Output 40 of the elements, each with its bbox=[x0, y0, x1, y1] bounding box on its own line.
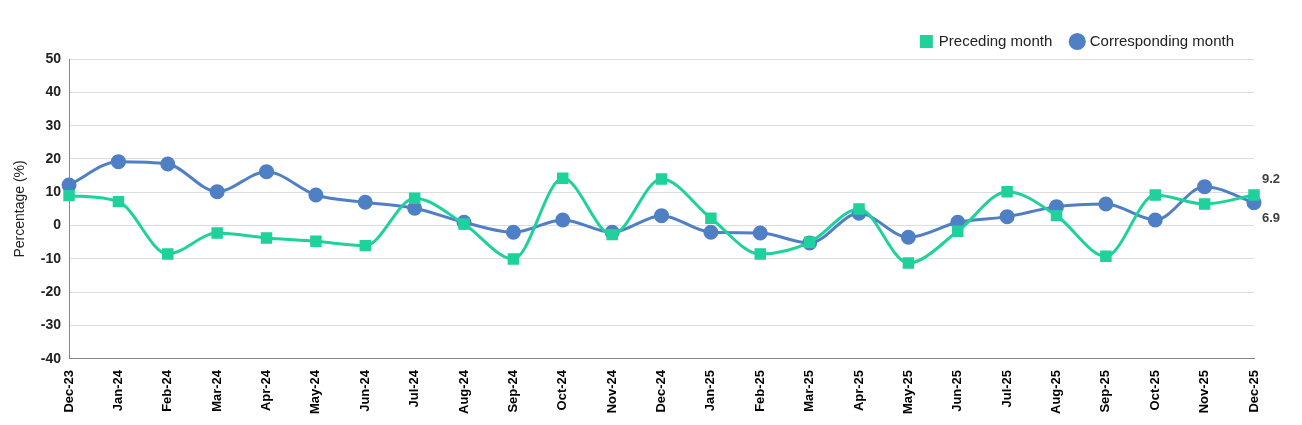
x-tick-label: Aug-24 bbox=[455, 369, 471, 414]
x-tick-label: May-24 bbox=[307, 369, 323, 414]
y-tick-label: -10 bbox=[40, 249, 62, 266]
x-tick-label: Mar-25 bbox=[801, 369, 817, 412]
x-tick-label: Sep-25 bbox=[1097, 369, 1113, 413]
x-tick-label: Sep-24 bbox=[504, 369, 520, 413]
x-tick-label: Jul-24 bbox=[406, 369, 422, 408]
x-tick-label: Nov-25 bbox=[1196, 369, 1212, 414]
y-tick-label: 50 bbox=[45, 49, 62, 66]
x-tick-label: Feb-25 bbox=[751, 369, 767, 412]
x-tick-label: Dec-24 bbox=[653, 369, 669, 413]
x-tick-label: Nov-24 bbox=[603, 369, 619, 414]
x-tick-label: Aug-25 bbox=[1048, 369, 1064, 414]
x-tick-label: Oct-24 bbox=[554, 369, 570, 411]
x-tick-label: Dec-25 bbox=[1245, 369, 1261, 413]
y-tick-label: -40 bbox=[40, 349, 62, 366]
x-tick-label: Apr-24 bbox=[258, 369, 274, 412]
x-tick-label: Oct-25 bbox=[1146, 369, 1162, 411]
legend-label: Corresponding month bbox=[1089, 31, 1235, 49]
data-label: 9.2 bbox=[1262, 170, 1281, 186]
x-tick-label: Feb-24 bbox=[159, 369, 175, 412]
x-tick-label: Jun-24 bbox=[356, 369, 372, 412]
y-tick-label: -30 bbox=[40, 316, 62, 333]
x-tick-label: May-25 bbox=[899, 369, 915, 414]
x-tick-label: Jan-25 bbox=[702, 369, 718, 412]
y-tick-label: 0 bbox=[53, 216, 62, 233]
x-tick-label: Jul-25 bbox=[998, 369, 1014, 408]
x-tick-label: Jun-25 bbox=[949, 369, 965, 412]
y-tick-label: 20 bbox=[45, 149, 62, 166]
x-tick-label: Mar-24 bbox=[208, 369, 224, 412]
data-label: 6.9 bbox=[1262, 210, 1281, 226]
y-tick-label: 40 bbox=[45, 83, 62, 100]
y-tick-label: -20 bbox=[40, 283, 62, 300]
x-tick-label: Jan-24 bbox=[109, 369, 125, 412]
y-tick-label: 30 bbox=[45, 116, 62, 133]
y-tick-label: 10 bbox=[45, 183, 62, 200]
legend-label: Preceding month bbox=[938, 31, 1053, 49]
y-axis-title: Percentage (%) bbox=[11, 160, 28, 258]
x-tick-label: Apr-25 bbox=[850, 369, 866, 412]
x-tick-label: Dec-23 bbox=[60, 369, 76, 413]
